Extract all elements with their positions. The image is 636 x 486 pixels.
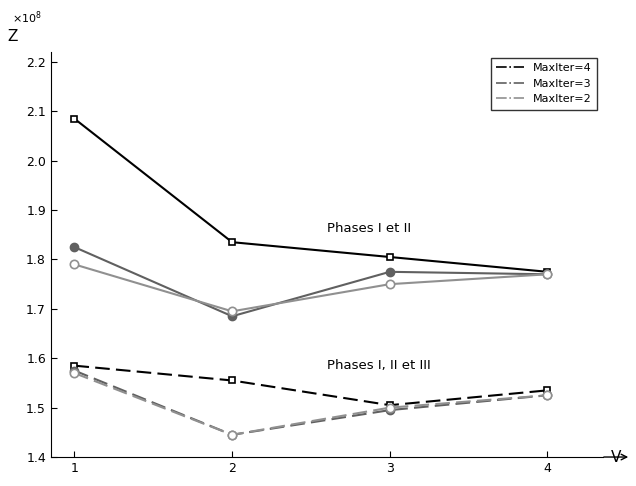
Text: V: V <box>611 450 621 465</box>
Text: Phases I et II: Phases I et II <box>327 222 411 235</box>
Y-axis label: Z: Z <box>7 29 17 44</box>
Text: $\times 10^8$: $\times 10^8$ <box>12 9 42 26</box>
Text: Phases I, II et III: Phases I, II et III <box>327 359 431 372</box>
Legend: MaxIter=4, MaxIter=3, MaxIter=2: MaxIter=4, MaxIter=3, MaxIter=2 <box>490 57 597 110</box>
